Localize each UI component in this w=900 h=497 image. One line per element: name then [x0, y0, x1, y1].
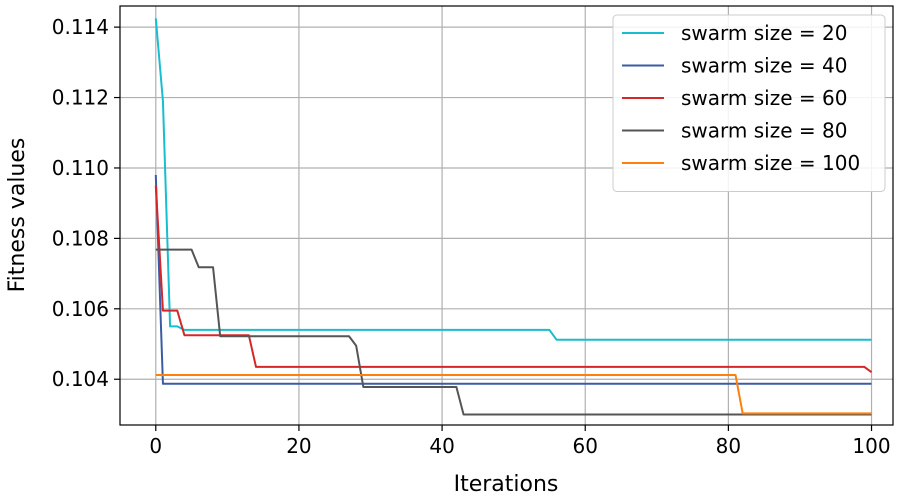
- series-line-2: [154, 174, 872, 385]
- x-tick-label: 100: [852, 434, 890, 458]
- y-tick-label: 0.106: [52, 297, 109, 321]
- y-axis-label: Fitness values: [5, 138, 30, 293]
- x-tick-label: 20: [286, 434, 311, 458]
- x-axis-label: Iterations: [454, 472, 559, 497]
- legend-label: swarm size = 80: [681, 119, 847, 143]
- legend-label: swarm size = 40: [681, 54, 847, 78]
- x-tick-label: 0: [149, 434, 162, 458]
- series-layer: [154, 18, 873, 416]
- legend-label: swarm size = 60: [681, 86, 847, 110]
- series-line-4: [155, 248, 872, 416]
- y-tick-label: 0.112: [52, 86, 109, 110]
- series-line-3: [154, 185, 873, 373]
- x-tick-label: 60: [573, 434, 598, 458]
- plot-frame: [119, 5, 894, 426]
- legend: swarm size = 20 swarm size = 40 swarm size…: [612, 14, 886, 192]
- y-tick-label: 0.114: [52, 15, 109, 39]
- x-tick-label: 80: [716, 434, 741, 458]
- tick-layer: 0 20 40 60 80 100 0.104 0.106 0.108 0.110 0.112 0.1…: [52, 15, 891, 458]
- series-line-5: [155, 374, 872, 415]
- y-tick-label: 0.104: [52, 367, 109, 391]
- series-line-1: [154, 18, 872, 341]
- x-tick-label: 40: [429, 434, 454, 458]
- legend-label: swarm size = 100: [681, 151, 860, 175]
- y-tick-label: 0.108: [52, 226, 109, 250]
- legend-box: [612, 14, 886, 192]
- legend-label: swarm size = 20: [681, 21, 847, 45]
- y-tick-label: 0.110: [52, 156, 109, 180]
